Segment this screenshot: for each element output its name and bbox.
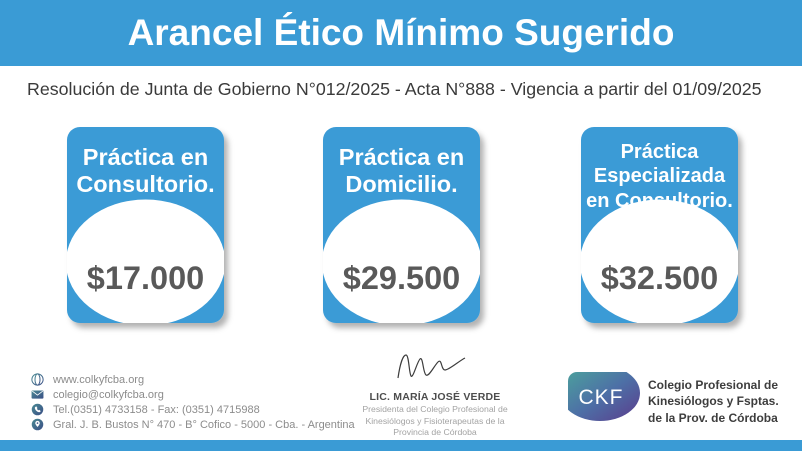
svg-text:CKF: CKF: [579, 386, 624, 409]
